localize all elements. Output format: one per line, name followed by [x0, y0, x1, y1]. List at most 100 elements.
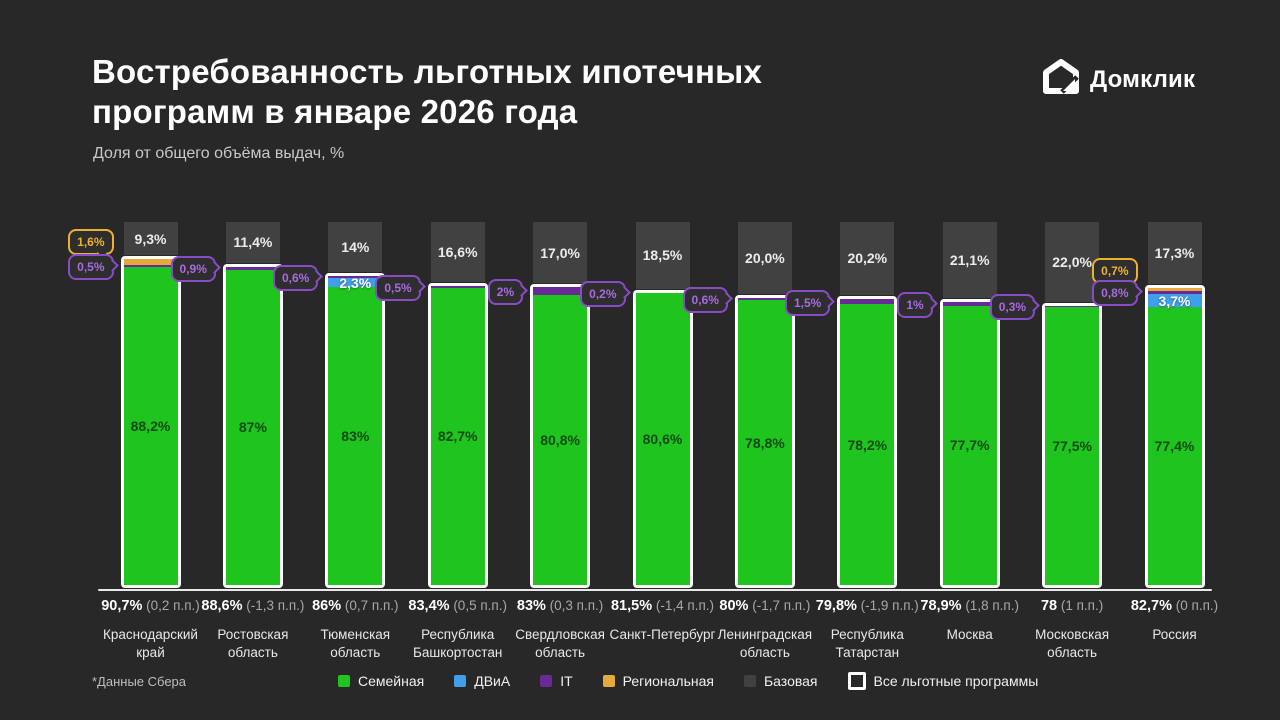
family-value-label: 87% [238, 419, 267, 436]
legend-item-regional: Региональная [602, 673, 714, 689]
page-title: Востребованность льготных ипотечных прог… [92, 52, 762, 131]
bar-total-label: 78 (1 п.п.) [1002, 598, 1142, 614]
bar-segment-base: 16,6% [430, 222, 485, 282]
bar-region-label: Санкт-Петербург [609, 627, 716, 642]
bar-segment-family: 87% [225, 270, 280, 585]
bar-total-label: 82,7% (0 п.п.) [1105, 598, 1245, 614]
bar-region-label: Ленинградская область [717, 627, 813, 660]
bar-total-outline: 78,8% [734, 295, 795, 588]
legend-item-dvia: ДВиА [454, 673, 510, 689]
legend-item-it: IT [540, 673, 573, 689]
total-value: 79,8% [815, 598, 857, 614]
bar-segment-it [635, 292, 690, 294]
chart-legend: Семейная ДВиА IT Региональная Базовая Все льг… [338, 672, 1038, 690]
regional-callout: 1,6% [68, 229, 114, 256]
base-value-label: 18,5% [642, 247, 683, 264]
brand-logo-text: Домклик [1090, 65, 1196, 93]
legend-swatch-family [338, 675, 350, 687]
bar-region-label: Краснодарский край [103, 627, 198, 660]
bar-total-outline: 80,8% [530, 284, 591, 588]
bar-segment-it [225, 266, 280, 270]
change-value: (-1,7 п.п.) [752, 598, 811, 613]
total-value: 86% [312, 598, 342, 614]
dvia-value-label: 2,3% [339, 274, 372, 291]
legend-swatch-it [540, 675, 553, 687]
it-callout: 0,2% [580, 281, 626, 308]
total-value: 78 [1040, 598, 1058, 614]
bar-total-label: 86% (0,7 п.п.) [285, 598, 425, 614]
legend-swatch-dvia [454, 675, 467, 687]
base-value-label: 16,6% [437, 243, 478, 260]
bar-region-label: Московская область [1035, 627, 1110, 660]
family-value-label: 80,6% [642, 431, 683, 448]
bar-segment-dvia: 2,3% [328, 275, 383, 291]
family-value-label: 78,8% [745, 434, 785, 451]
bar-segment-it [840, 298, 895, 305]
bar-total-outline: 82,7% [427, 282, 488, 588]
bar-segment-regional [1147, 288, 1202, 291]
page-title-line2: программ в январе 2026 года [92, 92, 578, 130]
change-value: (-1,3 п.п.) [246, 598, 305, 613]
bar-segment-regional [123, 259, 178, 265]
bar-segment-family: 88,2% [123, 266, 178, 585]
brand-logo: Домклик [1042, 58, 1195, 101]
total-value: 81,5% [610, 598, 653, 614]
bar-segment-family: 82,7% [430, 287, 485, 585]
base-value-label: 9,3% [134, 230, 167, 247]
it-callout: 1,5% [784, 289, 831, 316]
it-callout: 0,6% [272, 265, 319, 292]
house-icon [1042, 58, 1080, 101]
bar-segment-family: 77,4% [1147, 307, 1202, 585]
it-callout: 0,8% [1092, 280, 1138, 307]
family-value-label: 77,5% [1052, 437, 1092, 454]
bar-total-outline: 87% [222, 263, 283, 588]
bar-region-label: Ростовская область [217, 627, 289, 660]
bar-total-outline: 3,7% 77,4% [1144, 285, 1205, 588]
bar-segment-base: 18,5% [635, 222, 690, 289]
change-value: (0,5 п.п.) [453, 598, 507, 613]
base-value-label: 21,1% [949, 252, 990, 269]
change-value: (0,3 п.п.) [549, 598, 604, 613]
bar-segment-it [430, 285, 485, 288]
bar-total-outline: 78,2% [837, 295, 898, 588]
bar-total-label: 83,4% (0,5 п.п.) [388, 598, 528, 614]
bar-segment-base: 17,3% [1147, 222, 1202, 285]
bar-region-label: Тюменская область [320, 627, 391, 660]
change-value: (0,7 п.п.) [344, 598, 399, 613]
total-value: 82,7% [1130, 598, 1172, 614]
base-value-label: 17,3% [1154, 245, 1195, 262]
bar-segment-base: 11,4% [225, 222, 280, 263]
legend-item-family: Семейная [338, 673, 424, 689]
change-value: (-1,9 п.п.) [860, 598, 919, 613]
legend-item-outline: Все льготные программы [847, 672, 1039, 690]
change-value: (1,8 п.п.) [965, 598, 1019, 613]
bar-segment-dvia: 3,7% [1147, 293, 1202, 309]
family-value-label: 82,7% [437, 428, 478, 445]
bar-segment-family: 83% [328, 286, 383, 585]
it-callout: 0,5% [375, 274, 421, 301]
base-value-label: 17,0% [540, 244, 580, 261]
bar-total-label: 83% (0,3 п.п.) [490, 598, 630, 614]
family-value-label: 77,7% [949, 437, 990, 454]
base-value-label: 22,0% [1052, 253, 1092, 270]
bar-segment-base: 14% [328, 222, 383, 273]
it-callout: 0,9% [170, 256, 216, 283]
bar-total-label: 90,7% (0,2 п.п.) [81, 598, 221, 614]
change-value: (0,2 п.п.) [146, 598, 200, 613]
legend-label: Все льготные программы [873, 673, 1039, 689]
bar-segment-family: 77,5% [1045, 306, 1100, 585]
bar-segment-base: 20,2% [840, 222, 895, 295]
total-value: 88,6% [201, 598, 243, 614]
bar-segment-it [1045, 305, 1100, 307]
bar-total-label: 78,9% (1,8 п.п.) [900, 598, 1040, 614]
it-callout: 0,6% [682, 287, 728, 314]
it-callout: 2% [487, 278, 524, 305]
total-value: 83,4% [408, 598, 450, 614]
legend-swatch-outline [847, 672, 866, 690]
bar-total-label: 88,6% (-1,3 п.п.) [183, 598, 323, 614]
bar-segment-base: 21,1% [942, 222, 997, 299]
bar-segment-base: 22,0% [1045, 222, 1100, 302]
bar-segment-family: 80,8% [533, 294, 588, 585]
bar-segment-it [328, 276, 383, 279]
